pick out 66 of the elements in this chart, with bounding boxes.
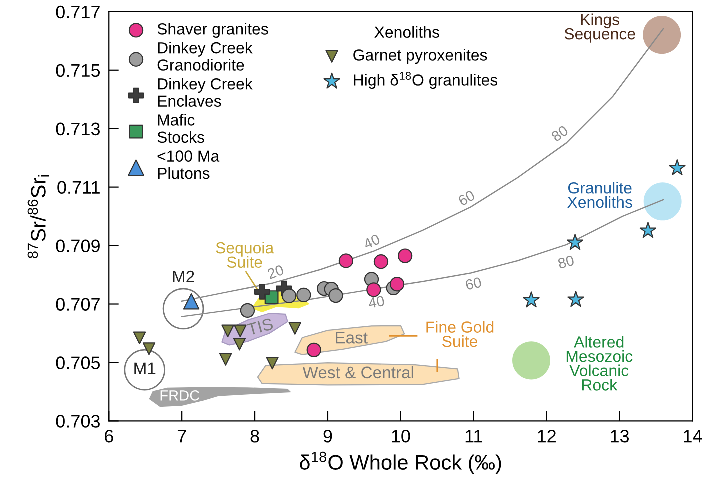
y-tick-label: 0.703 [56,415,100,428]
y-tick-label: 0.717 [56,6,100,19]
legend-title: Xenoliths [374,26,440,38]
y-tick-label: 0.713 [56,122,100,136]
legend-label: Dinkey Creek Granodiorite [158,42,253,71]
point [254,284,270,300]
annotation: 40 [362,234,381,250]
x-tick-label: 11 [466,430,482,443]
annotation: FRDC [160,390,200,401]
x-tick-label: 8 [250,430,260,443]
point [566,234,584,250]
x-tick-label: 14 [684,430,702,443]
point [640,222,657,238]
x-tick-label: 12 [538,430,556,443]
y-tick-label: 0.715 [56,64,100,78]
annotation: East [336,332,368,344]
x-tick-label: 9 [324,430,332,443]
x-tick-label: 6 [105,430,114,443]
annotation: Granulite Xenoliths [568,182,632,208]
y-tick-label: 0.711 [58,181,100,194]
point [222,324,234,338]
annotation: 40 [368,296,385,309]
point [390,277,405,292]
point [328,288,344,304]
point [669,160,686,176]
y-tick-label: 0.709 [56,240,100,253]
x-tick-label: 13 [611,430,630,443]
legend-label: <100 Ma Plutons [158,150,220,180]
point [296,288,312,303]
annotation: 80 [558,255,575,270]
y-axis-title: $^{87}$Sr/$^{86}$Sr$_{i}$ [28,175,49,258]
point [568,291,584,308]
annotation: M2 [173,270,194,283]
point [133,332,146,345]
point [306,342,322,358]
x-tick-label: 7 [178,430,186,443]
annotation: Kings Sequence [564,14,636,43]
point [219,353,232,366]
point [234,324,247,338]
x-axis-title: δ$^{18}$O Whole Rock (‰) [300,452,502,474]
annotation: West & Central [302,366,414,379]
annotation: 60 [465,277,482,290]
point [266,356,279,370]
legend-label: Mafic Stocks [158,114,204,144]
annotation: 80 [550,125,570,142]
point [288,322,302,335]
legend-label: Garnet pyroxenites [354,49,488,64]
point [366,282,382,298]
annotation: 60 [458,190,476,206]
point [142,342,156,356]
annotation: Fine Gold Suite [426,321,494,348]
annotation: Altered Mesozoic Volcanic Rock [566,336,633,391]
legend-label: High δ$^{18}$O granulites [354,72,498,90]
y-tick-label: 0.705 [56,356,100,370]
y-tick-label: 0.707 [56,298,100,311]
annotation: TIS [246,318,274,336]
point [233,338,246,351]
annotation: M1 [134,362,156,374]
point [398,248,413,264]
point [523,292,540,308]
legend-label: Shaver granites [158,23,268,38]
point [240,303,256,318]
point [374,254,389,270]
legend-label: Dinkey Creek Enclaves [158,78,253,108]
point [338,254,354,268]
x-tick-label: 10 [392,430,410,443]
